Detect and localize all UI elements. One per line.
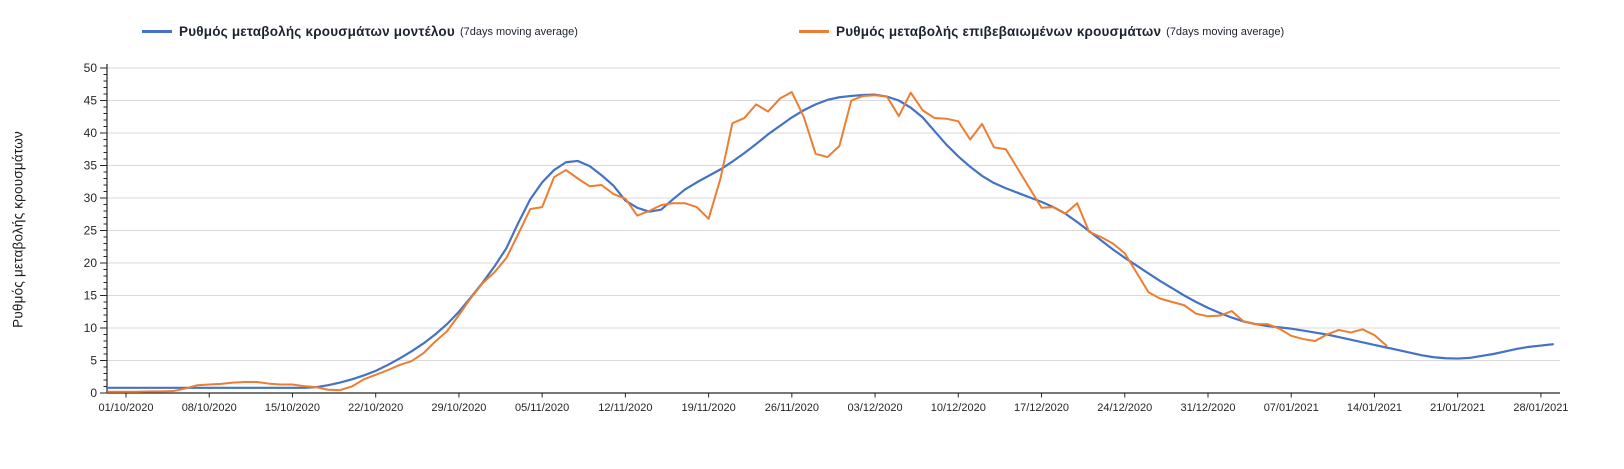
y-tick-label: 45 xyxy=(84,94,98,108)
y-tick-label: 40 xyxy=(84,126,98,140)
x-tick-label: 31/12/2020 xyxy=(1180,402,1235,414)
series-model-line xyxy=(106,93,1554,389)
x-tick-label: 28/01/2021 xyxy=(1513,402,1568,414)
y-axis: 0 5 10 15 20 25 30 35 40 45 50 xyxy=(84,61,108,400)
x-tick-label: 10/12/2020 xyxy=(931,402,986,414)
legend-item-confirmed: Ρυθμός μεταβολής επιβεβαιωμένων κρουσμάτ… xyxy=(799,24,1284,39)
y-tick-label: 25 xyxy=(84,224,98,238)
x-tick-label: 14/01/2021 xyxy=(1347,402,1402,414)
gridlines xyxy=(107,67,1560,361)
x-tick-label: 24/12/2020 xyxy=(1097,402,1152,414)
legend-label-model: Ρυθμός μεταβολής κρουσμάτων μοντέλου xyxy=(179,24,455,39)
x-tick-label: 08/10/2020 xyxy=(182,402,237,414)
y-tick-label: 5 xyxy=(90,354,97,368)
x-axis: 01/10/2020 08/10/2020 15/10/2020 22/10/2020… xyxy=(98,392,1568,414)
legend-line-marker-model-icon xyxy=(142,30,172,33)
x-tick-label: 15/10/2020 xyxy=(265,402,320,414)
y-tick-label: 50 xyxy=(84,61,98,75)
y-tick-label: 20 xyxy=(84,256,98,270)
x-tick-label: 03/12/2020 xyxy=(848,402,903,414)
x-tick-label: 12/11/2020 xyxy=(598,402,652,414)
y-tick-label: 35 xyxy=(84,159,98,173)
x-tick-label: 17/12/2020 xyxy=(1014,402,1069,414)
x-tick-label: 07/01/2021 xyxy=(1264,402,1319,414)
x-tick-label: 29/10/2020 xyxy=(431,402,486,414)
x-tick-label: 19/11/2020 xyxy=(681,402,735,414)
y-tick-label: 0 xyxy=(90,386,97,400)
x-tick-label: 26/11/2020 xyxy=(765,402,819,414)
legend-line-marker-confirmed-icon xyxy=(799,30,829,33)
legend-sublabel-model: (7days moving average) xyxy=(459,25,578,38)
y-tick-label: 30 xyxy=(84,191,98,205)
legend-item-model: Ρυθμός μεταβολής κρουσμάτων μοντέλου (7d… xyxy=(142,24,578,39)
x-tick-label: 01/10/2020 xyxy=(98,402,153,414)
legend-label-confirmed: Ρυθμός μεταβολής επιβεβαιωμένων κρουσμάτ… xyxy=(836,24,1162,39)
y-tick-label: 10 xyxy=(84,321,98,335)
x-tick-label: 22/10/2020 xyxy=(348,402,403,414)
y-axis-title: Ρυθμός μεταβολής κρουσμάτων xyxy=(10,131,26,328)
x-tick-label: 21/01/2021 xyxy=(1430,402,1485,414)
x-tick-label: 05/11/2020 xyxy=(515,402,569,414)
legend-sublabel-confirmed: (7days moving average) xyxy=(1166,25,1285,38)
series-confirmed-line xyxy=(107,91,1388,393)
y-tick-label: 15 xyxy=(84,289,98,303)
